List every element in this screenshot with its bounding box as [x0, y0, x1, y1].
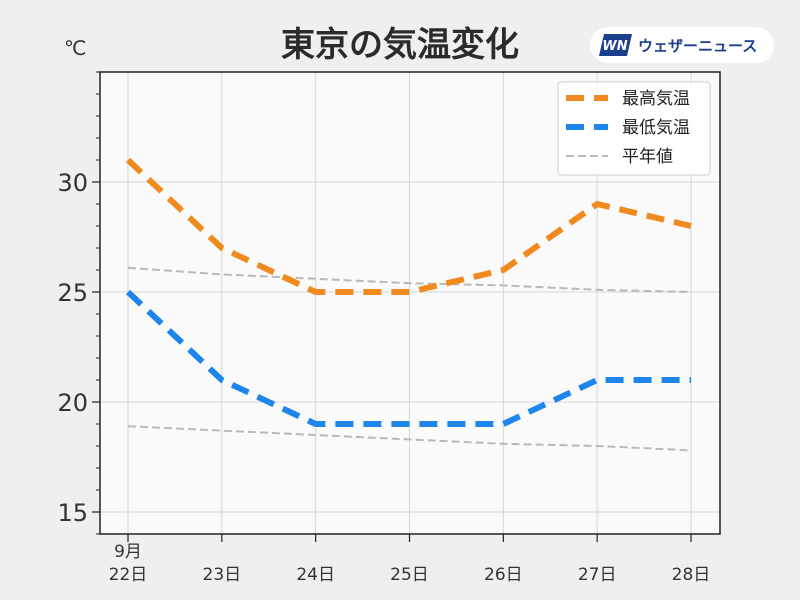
logo-mark-text: WN — [602, 39, 627, 54]
weathernews-logo-icon — [599, 34, 632, 56]
x-axis: 22日 23日 24日 25日 26日 27日 28日 9月 — [109, 534, 711, 585]
series-layer — [125, 157, 692, 452]
legend-box — [557, 81, 711, 176]
x-tick-label: 25日 — [390, 565, 429, 585]
chart-title: 東京の気温変化 — [281, 25, 519, 65]
legend-label: 最高気温 — [622, 89, 690, 109]
y-axis-unit: ℃ — [64, 36, 86, 60]
y-tick-label: 30 — [57, 169, 88, 197]
x-tick-label: 26日 — [484, 565, 523, 585]
brand-badge-background — [590, 27, 774, 63]
series-line-normal — [127, 425, 692, 452]
x-tick-label: 24日 — [296, 565, 335, 585]
x-month-label: 9月 — [114, 542, 142, 562]
series-line-high — [125, 157, 692, 295]
y-tick-label: 25 — [57, 279, 88, 307]
series-line-low — [125, 289, 691, 427]
y-axis: 15 20 25 30 — [57, 71, 100, 535]
legend-label: 最低気温 — [622, 118, 690, 138]
legend-label: 平年値 — [622, 147, 673, 167]
y-tick-label: 20 — [57, 389, 88, 417]
brand-badge: WN ウェザーニュース — [590, 27, 774, 63]
brand-name: ウェザーニュース — [638, 37, 757, 55]
x-tick-label: 27日 — [578, 565, 617, 585]
y-tick-label: 15 — [57, 499, 88, 527]
series-line-normal — [127, 266, 692, 293]
x-tick-label: 28日 — [672, 565, 711, 585]
x-tick-label: 22日 — [109, 565, 148, 585]
x-tick-label: 23日 — [203, 565, 242, 585]
